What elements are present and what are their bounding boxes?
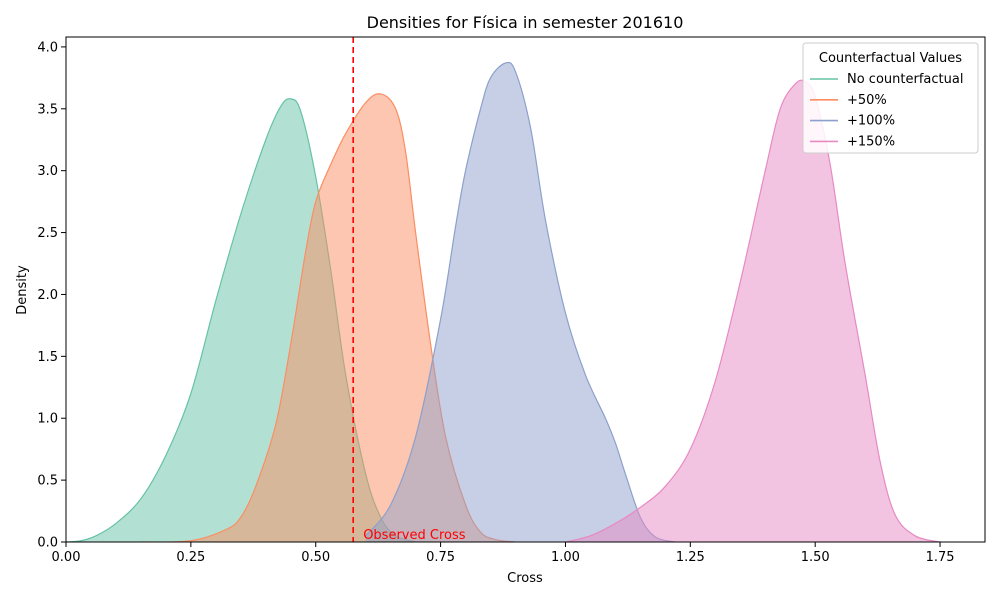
series-group	[66, 61, 941, 542]
observed-cross-label: Observed Cross	[363, 528, 466, 543]
y-tick-label: 2.5	[37, 226, 58, 241]
x-axis-label: Cross	[507, 571, 543, 586]
y-tick-label: 3.0	[37, 164, 58, 179]
legend-entry: +50%	[847, 93, 887, 108]
legend: Counterfactual Values No counterfactual +5…	[802, 42, 979, 154]
legend-box	[802, 42, 979, 154]
y-tick-label: 0.0	[37, 536, 58, 551]
series-area-100	[365, 62, 676, 542]
x-tick-label: 0.00	[52, 550, 81, 565]
x-tick-label: 1.00	[551, 550, 580, 565]
y-tick-label: 3.5	[37, 102, 58, 117]
legend-entry: +150%	[847, 134, 895, 149]
x-tick-label: 1.50	[801, 550, 830, 565]
plot-area: Observed Cross 0.00 0.25 0.50 0.75 1.00 1.25 1.…	[37, 36, 986, 565]
axes-frame	[65, 36, 986, 543]
y-tick-label: 0.5	[37, 474, 58, 489]
legend-title: Counterfactual Values	[819, 51, 962, 66]
x-tick-label: 1.25	[676, 550, 705, 565]
x-tick-label: 1.75	[926, 550, 955, 565]
y-tick-label: 1.0	[37, 412, 58, 427]
y-tick-label: 1.5	[37, 350, 58, 365]
series-line-150	[565, 79, 941, 542]
legend-entry: +100%	[847, 114, 895, 129]
y-tick-label: 4.0	[37, 40, 58, 55]
series-line-100	[365, 61, 676, 542]
y-tick-label: 2.0	[37, 288, 58, 303]
chart-title: Densities for Física in semester 201610	[367, 13, 684, 32]
y-axis-label: Density	[15, 265, 30, 315]
x-tick-label: 0.25	[176, 550, 205, 565]
legend-entry: No counterfactual	[847, 72, 963, 87]
x-tick-label: 0.75	[426, 550, 455, 565]
series-area-150	[565, 80, 941, 542]
x-tick-label: 0.50	[301, 550, 330, 565]
